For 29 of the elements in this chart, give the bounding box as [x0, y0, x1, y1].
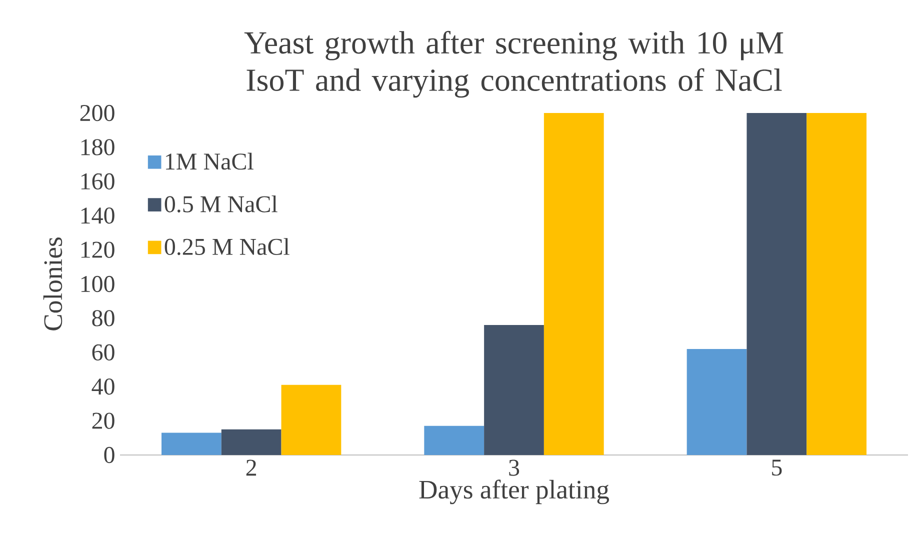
legend-label: 0.5 M NaCl — [164, 195, 278, 212]
y-tick-label: 140 — [81, 208, 114, 224]
y-tick-label: 80 — [92, 310, 114, 326]
y-tick-label: 60 — [92, 344, 114, 360]
legend-label: 0.25 M NaCl — [164, 238, 290, 256]
y-tick-label: 0 — [104, 446, 114, 464]
y-tick-label: 160 — [81, 173, 114, 190]
x-tick-label: 2 — [246, 460, 256, 476]
x-tick-label: 3 — [509, 460, 520, 476]
bar — [221, 429, 282, 455]
legend-label: 1M NaCl — [166, 152, 254, 170]
bar — [424, 426, 484, 455]
bar — [806, 113, 866, 455]
y-tick-label: 20 — [92, 412, 114, 429]
y-tick-label: 40 — [92, 378, 114, 395]
x-axis-title: Days after plating — [419, 480, 610, 504]
y-tick-label: 120 — [81, 242, 114, 258]
bar — [686, 348, 747, 455]
y-axis-title: Colonies — [43, 238, 62, 330]
chart-title: Yeast growth after screening with 10 μM IsoT and varying concentrations of NaCl — [244, 30, 784, 98]
bar — [746, 113, 807, 455]
x-tick-label: 5 — [772, 460, 782, 476]
y-tick-label: 200 — [80, 104, 114, 122]
bar — [484, 325, 544, 455]
bar — [544, 113, 604, 455]
y-tick-label: 180 — [81, 139, 114, 156]
y-tick-label: 100 — [81, 276, 114, 292]
bar — [162, 432, 222, 455]
bar — [281, 384, 342, 455]
